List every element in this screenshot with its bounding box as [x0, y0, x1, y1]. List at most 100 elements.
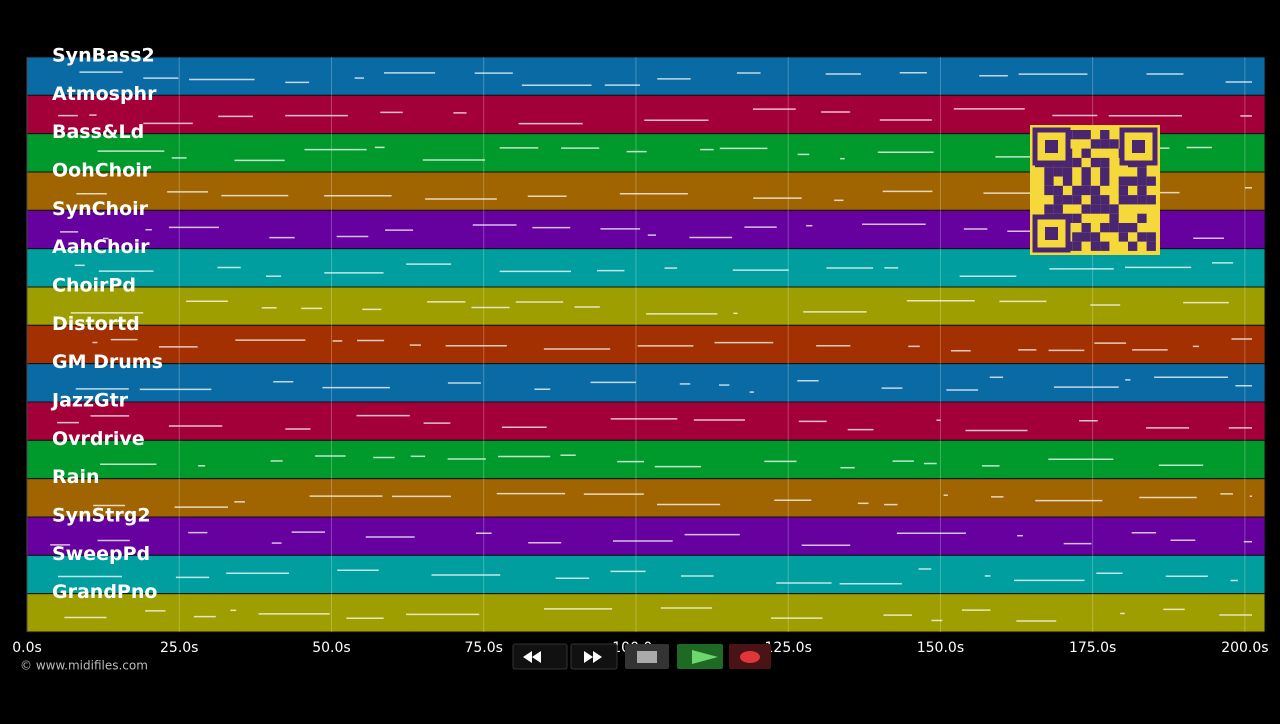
qr-cell	[1137, 176, 1147, 186]
qr-cell	[1100, 130, 1110, 140]
qr-cell	[1072, 130, 1082, 140]
qr-cell	[1137, 232, 1147, 242]
x-tick-label: 125.0s	[765, 640, 812, 656]
qr-cell	[1072, 195, 1082, 205]
track-band	[26, 286, 1266, 326]
track-name: SynBass2	[52, 45, 155, 67]
player-controls	[512, 643, 771, 670]
qr-cell	[1118, 185, 1128, 196]
qr-cell	[1118, 232, 1128, 242]
qr-cell	[1100, 157, 1110, 168]
qr-cell	[1137, 167, 1147, 177]
qr-cell	[1146, 195, 1156, 205]
track-name: Bass&Ld	[52, 121, 144, 143]
qr-cell	[1109, 223, 1119, 233]
qr-cell	[1100, 223, 1110, 233]
qr-cell	[1053, 204, 1063, 214]
track-band	[26, 554, 1266, 595]
copyright: © www.midifiles.com	[20, 659, 148, 673]
qr-cell	[1062, 195, 1073, 205]
qr-cell	[1072, 185, 1082, 196]
qr-cell	[1100, 167, 1110, 177]
track-band	[26, 324, 1266, 365]
track-band	[26, 516, 1266, 556]
track-name: AahChoir	[52, 236, 150, 258]
track-band	[26, 363, 1266, 403]
qr-cell	[1053, 185, 1063, 196]
track-name: Atmosphr	[52, 83, 157, 105]
qr-cell	[1090, 157, 1101, 168]
track-name: GM Drums	[52, 351, 163, 373]
qr-cell	[1118, 223, 1128, 233]
track-name: Ovrdrive	[52, 428, 145, 450]
qr-cell	[1118, 176, 1128, 186]
qr-finder-core	[1045, 227, 1058, 240]
x-tick-label: 0.0s	[12, 640, 42, 656]
qr-cell	[1062, 176, 1073, 186]
qr-cell	[1100, 195, 1110, 205]
x-tick-label: 25.0s	[160, 640, 198, 656]
track-name: ChoirPd	[52, 275, 136, 297]
qr-cell	[1137, 195, 1147, 205]
qr-cell	[1081, 176, 1091, 186]
qr-cell	[1146, 232, 1156, 242]
track-name: Rain	[52, 466, 100, 488]
notes	[50, 71, 1252, 622]
qr-cell	[1072, 232, 1082, 242]
qr-cell	[1100, 139, 1110, 149]
x-tick-label: 50.0s	[312, 640, 350, 656]
qr-cell	[1100, 176, 1110, 186]
x-tick-label: 75.0s	[464, 640, 502, 656]
track-name: Distortd	[52, 313, 140, 335]
qr-cell	[1146, 176, 1156, 186]
play-icon	[692, 650, 718, 664]
qr-cell	[1128, 195, 1138, 205]
qr-cell	[1090, 241, 1101, 251]
qr-cell	[1090, 139, 1101, 149]
qr-cell	[1081, 148, 1091, 158]
qr-cell	[1081, 204, 1091, 214]
track-name: JazzGtr	[50, 390, 129, 412]
grid	[26, 57, 1246, 632]
qr-cell	[1062, 167, 1073, 177]
rewind-icon	[523, 651, 541, 663]
qr-cell	[1128, 223, 1138, 233]
track-name: GrandPno	[52, 581, 157, 603]
x-tick-label: 150.0s	[917, 640, 964, 656]
qr-cell	[1137, 185, 1147, 196]
x-tick-label: 200.0s	[1221, 640, 1268, 656]
qr-cell	[1128, 176, 1138, 186]
qr-cell	[1081, 167, 1091, 177]
qr-finder-core	[1045, 140, 1058, 153]
qr-cell	[1081, 223, 1091, 233]
stop-icon	[637, 651, 657, 663]
forward-icon	[584, 651, 602, 663]
track-labels: SynBass2 Atmosphr Bass&Ld OohChoir SynChoir A…	[50, 45, 163, 604]
qr-finder-core	[1132, 140, 1145, 153]
qr-cell	[1044, 185, 1054, 196]
qr-cell	[1081, 130, 1091, 140]
qr-cell	[1100, 241, 1110, 251]
track-band	[26, 56, 1266, 96]
track-name: SynChoir	[52, 198, 149, 220]
qr-cell	[1090, 185, 1101, 196]
qr-cell	[1090, 195, 1101, 205]
record-icon	[740, 651, 760, 663]
track-name: OohChoir	[52, 160, 152, 182]
track-band	[26, 478, 1266, 518]
qr-cell	[1128, 241, 1138, 251]
qr-cell	[1072, 157, 1082, 168]
qr-cell	[1044, 167, 1054, 177]
qr-cell	[1053, 195, 1063, 205]
track-band	[26, 401, 1266, 441]
track-name: SynStrg2	[52, 505, 151, 527]
qr-cell	[1072, 241, 1082, 251]
qr-cell	[1053, 167, 1063, 177]
track-name: SweepPd	[52, 543, 150, 565]
qr-cell	[1081, 232, 1091, 242]
qr-cell	[1118, 195, 1128, 205]
qr-cell	[1100, 204, 1110, 214]
qr-cell	[1081, 185, 1091, 196]
track-band	[26, 593, 1266, 633]
